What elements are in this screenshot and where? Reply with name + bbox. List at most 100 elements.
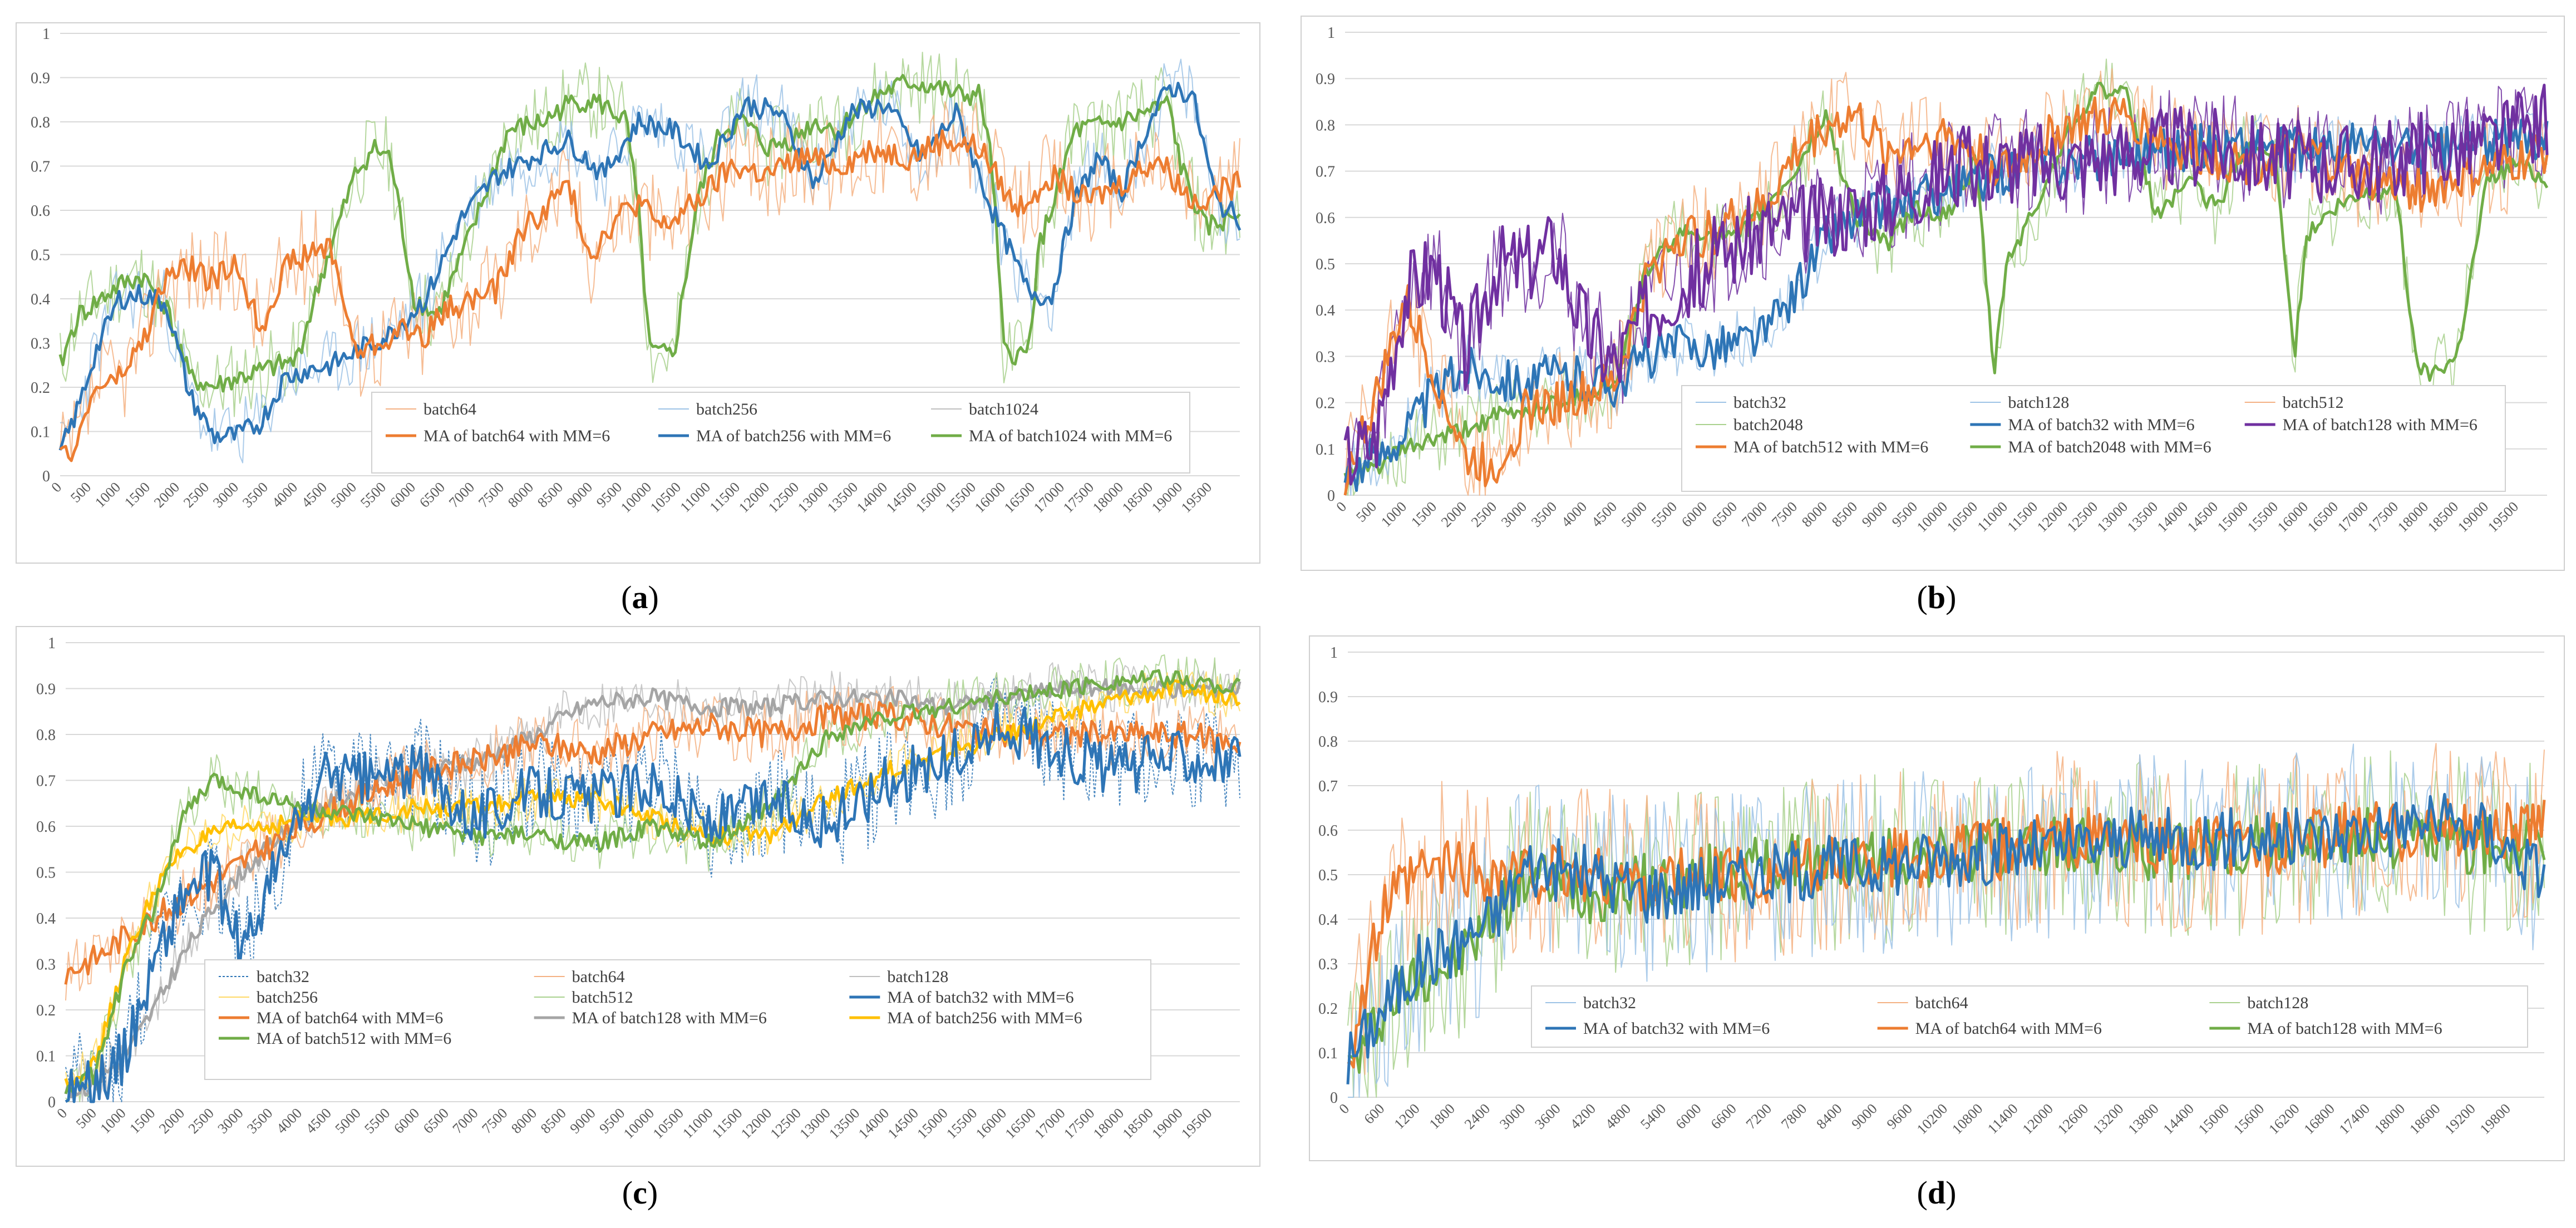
- chart-frame: [16, 626, 1260, 1167]
- y-tick-label: 0.3: [1318, 956, 1338, 973]
- legend-label: MA of batch32 with MM=6: [887, 988, 1073, 1007]
- legend-label: MA of batch64 with MM=6: [423, 427, 610, 445]
- legend-label: MA of batch128 with MM=6: [572, 1009, 767, 1027]
- y-tick-label: 1: [1327, 24, 1335, 42]
- legend-label: batch1024: [969, 400, 1038, 418]
- y-tick-label: 0.9: [31, 70, 50, 87]
- y-tick-label: 0.8: [36, 727, 56, 744]
- y-tick-label: 0.9: [1316, 71, 1335, 88]
- y-tick-label: 1: [42, 26, 50, 43]
- panel-b: 0 0.1 0.2 0.3 0.4 0.5 0.6 0.7 0.8 0.9 1 0 500 1000 150…: [1301, 16, 2565, 571]
- y-tick-label: 0.2: [36, 1002, 56, 1019]
- y-tick-label: 0.8: [1316, 117, 1335, 134]
- legend-label: MA of batch128 with MM=6: [2247, 1019, 2442, 1038]
- legend-label: MA of batch512 with MM=6: [257, 1029, 451, 1048]
- series-line: [64, 669, 1241, 1096]
- legend-label: MA of batch256 with MM=6: [887, 1009, 1082, 1027]
- legend-label: batch32: [1733, 393, 1786, 412]
- legend-label: MA of batch512 with MM=6: [1733, 438, 1928, 456]
- legend-label: batch512: [572, 988, 633, 1007]
- legend-label: MA of batch256 with MM=6: [696, 427, 891, 445]
- series-line: [1343, 96, 2549, 496]
- y-tick-label: 0: [42, 468, 50, 485]
- series-line: [60, 58, 1240, 463]
- series-line: [1343, 81, 2549, 485]
- y-tick-label: 0.8: [31, 114, 50, 131]
- chart-a: 00.10.20.30.40.50.60.70.80.910 5001000150…: [16, 22, 1260, 564]
- y-tick-label: 0.4: [31, 291, 50, 308]
- y-tick-label: 0: [1330, 1089, 1338, 1107]
- legend-label: MA of batch32 with MM=6: [1583, 1019, 1770, 1038]
- legend-label: MA of batch32 with MM=6: [2008, 416, 2194, 434]
- legend-label: batch256: [257, 988, 318, 1007]
- y-tick-label: 0.7: [31, 159, 50, 176]
- legend-label: batch256: [696, 400, 757, 418]
- y-tick-label: 0.4: [1318, 911, 1338, 929]
- y-tick-label: 0.2: [31, 379, 50, 397]
- panel-c: 0 0.1 0.2 0.3 0.4 0.5 0.6 0.7 0.8 0.9 1 0 500 1000 150…: [16, 626, 1260, 1167]
- chart-d: 00.10.20.30.40.50.60.70.80.910 600 1200 180…: [1309, 635, 2565, 1161]
- series-line: [65, 677, 1240, 1102]
- legend-label: batch128: [2008, 393, 2069, 412]
- y-tick-label: 1: [1330, 644, 1338, 662]
- legend-label: batch128: [887, 968, 948, 986]
- series-line: [65, 669, 1240, 1097]
- y-tick-label: 0.7: [1318, 778, 1338, 795]
- y-tick-label: 0.6: [31, 203, 50, 220]
- legend-label: batch64: [572, 968, 625, 986]
- y-tick-label: 0.5: [1316, 256, 1335, 273]
- legend-label: MA of batch2048 with MM=6: [2008, 438, 2211, 456]
- y-tick-label: 0.9: [36, 681, 56, 698]
- legend-label: MA of batch64 with MM=6: [1915, 1019, 2102, 1038]
- legend-box: [1681, 385, 2506, 492]
- legend-box: [371, 392, 1190, 474]
- panel-d: 0 0.1 0.2 0.3 0.4 0.5 0.6 0.7 0.8 0.9 1 0 600 1200 180…: [1309, 635, 2565, 1161]
- series-line: [60, 101, 1240, 458]
- series-line: [66, 662, 1240, 1102]
- y-tick-label: 0.2: [1318, 1000, 1338, 1018]
- legend-label: batch512: [2283, 393, 2344, 412]
- panel-a: 0 0.1 0.2 0.3 0.4 0.5 0.6 0.7 0.8 0.9 1 0 500 1000 150…: [16, 22, 1260, 564]
- legend-label: batch2048: [1733, 416, 1803, 434]
- series-line: [1343, 83, 2549, 486]
- series-line: [65, 685, 1240, 1001]
- y-tick-label: 0.6: [1318, 822, 1338, 840]
- y-tick-label: 0.1: [1318, 1045, 1338, 1062]
- y-tick-label: 0.1: [1316, 441, 1335, 458]
- y-tick-label: 0.5: [36, 865, 56, 882]
- series-line: [64, 678, 1241, 1091]
- legend-label: batch64: [1915, 994, 1968, 1012]
- legend-box: [1531, 985, 2528, 1048]
- y-tick-label: 0.2: [1316, 395, 1335, 412]
- y-tick-label: 0.9: [1318, 689, 1338, 706]
- legend-label: batch32: [1583, 994, 1636, 1012]
- y-tick-label: 0.3: [36, 956, 56, 974]
- caption-d: (d): [1917, 1175, 1957, 1211]
- y-tick-label: 0.4: [1316, 302, 1335, 319]
- legend-label: batch128: [2247, 994, 2308, 1012]
- series-line: [1344, 58, 2548, 496]
- caption-b: (b): [1917, 579, 1957, 615]
- y-tick-label: 1: [48, 635, 56, 652]
- y-tick-label: 0.3: [31, 336, 50, 353]
- legend-label: MA of batch128 with MM=6: [2283, 416, 2478, 434]
- chart-b: 00.10.20.30.40.50.60.70.80.910 5001000150…: [1301, 16, 2565, 571]
- y-tick-label: 0.6: [36, 818, 56, 836]
- y-tick-label: 0.6: [1316, 210, 1335, 227]
- y-tick-label: 0.1: [36, 1048, 56, 1066]
- series-line: [65, 702, 1242, 1103]
- y-tick-label: 0: [48, 1094, 56, 1111]
- caption-c: (c): [622, 1175, 658, 1211]
- y-tick-label: 0.5: [1318, 867, 1338, 884]
- y-tick-label: 0.4: [36, 910, 56, 928]
- y-tick-label: 0.8: [1318, 733, 1338, 751]
- legend-label: MA of batch1024 with MM=6: [969, 427, 1172, 445]
- caption-a: (a): [621, 579, 659, 615]
- series-line: [59, 129, 1242, 462]
- y-tick-label: 0.7: [1316, 164, 1335, 181]
- y-tick-label: 0.1: [31, 424, 50, 441]
- y-tick-label: 0.7: [36, 773, 56, 790]
- series-line: [1348, 743, 2545, 1098]
- y-tick-label: 0.5: [31, 247, 50, 264]
- legend-label: MA of batch64 with MM=6: [257, 1009, 443, 1027]
